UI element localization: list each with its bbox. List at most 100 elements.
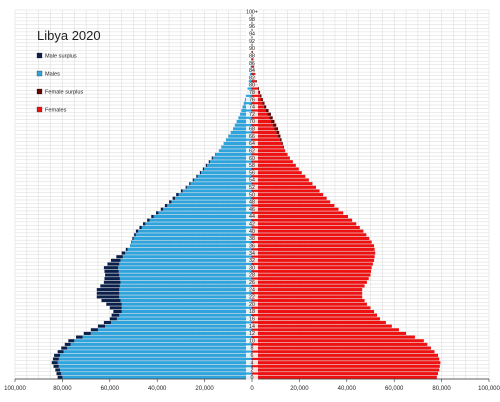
- male-bar: [120, 258, 252, 262]
- y-tick-label-bg: [246, 301, 258, 307]
- y-tick-label: 86: [249, 61, 255, 67]
- male-surplus-bar: [103, 280, 121, 284]
- female-bar: [252, 247, 375, 251]
- male-bar: [57, 361, 252, 365]
- y-tick-label: 78: [249, 90, 255, 96]
- male-bar: [61, 372, 253, 376]
- legend: Male surplus Males Female surplus Females: [36, 52, 83, 114]
- y-tick-label-bg: [246, 38, 258, 44]
- male-bar: [223, 141, 252, 145]
- female-bar: [252, 364, 440, 368]
- male-surplus-bar: [96, 288, 120, 292]
- female-surplus-bar: [257, 87, 259, 91]
- male-bar: [245, 94, 252, 98]
- female-bar: [252, 171, 302, 175]
- male-surplus-bar: [105, 273, 120, 277]
- female-surplus-bar: [256, 79, 257, 83]
- female-bar: [252, 262, 373, 266]
- male-surplus-bar: [164, 204, 168, 208]
- female-bar: [252, 87, 258, 91]
- female-bar: [252, 123, 273, 127]
- male-bar: [70, 342, 252, 346]
- male-bar: [118, 266, 252, 270]
- male-surplus-bar: [156, 211, 159, 215]
- male-bar: [121, 302, 253, 306]
- male-surplus-bar: [169, 200, 172, 204]
- male-surplus-bar: [76, 335, 83, 339]
- male-bar: [163, 207, 252, 211]
- male-surplus-bar: [211, 156, 213, 160]
- y-tick-label: 92: [249, 39, 255, 45]
- male-surplus-bar: [202, 167, 205, 171]
- female-bar: [252, 185, 316, 189]
- male-surplus-bar: [125, 247, 128, 251]
- male-bar: [119, 284, 252, 288]
- male-bar: [234, 123, 252, 127]
- male-bar: [127, 247, 252, 251]
- y-tick-label-bg: [246, 308, 258, 315]
- y-tick-label: 18: [249, 309, 255, 315]
- y-tick-label: 10: [249, 338, 255, 344]
- x-tick-label: 60,000: [385, 386, 404, 392]
- male-bar: [131, 240, 252, 244]
- female-surplus-bar: [279, 138, 282, 142]
- y-tick-label-bg: [246, 235, 258, 241]
- y-tick-label-bg: [246, 206, 258, 212]
- male-bar: [174, 196, 252, 200]
- female-bar: [252, 328, 399, 332]
- y-tick-label-bg: [246, 345, 258, 351]
- female-bar: [252, 160, 293, 164]
- y-tick-label: 64: [249, 141, 255, 147]
- female-bar: [252, 229, 364, 233]
- y-tick-label: 38: [249, 236, 255, 242]
- female-bar: [252, 72, 255, 76]
- male-surplus-bar: [134, 233, 136, 237]
- legend-label: Males: [45, 72, 60, 78]
- female-bar: [252, 317, 380, 321]
- y-tick-label-bg: [246, 279, 258, 285]
- y-tick-label-bg: [246, 184, 258, 190]
- male-bar: [141, 225, 252, 230]
- male-surplus-bar: [103, 320, 111, 324]
- male-bar: [230, 130, 252, 135]
- male-bar: [74, 339, 252, 343]
- male-surplus-bar: [135, 229, 139, 233]
- female-bar: [252, 182, 313, 186]
- male-bar: [145, 222, 252, 226]
- male-bar: [182, 189, 252, 193]
- female-bar: [252, 313, 378, 317]
- male-bar: [105, 324, 252, 328]
- female-bar: [252, 149, 286, 153]
- male-bar: [247, 87, 252, 91]
- y-tick-label-bg: [246, 67, 258, 73]
- male-surplus-bar: [96, 295, 120, 299]
- male-bar: [120, 299, 252, 303]
- male-surplus-bar: [61, 346, 68, 350]
- female-bar: [252, 320, 386, 324]
- y-tick-label: 96: [249, 24, 255, 30]
- female-surplus-bar: [278, 134, 281, 138]
- legend-label: Females: [45, 108, 67, 114]
- male-surplus-bar: [53, 364, 59, 368]
- y-tick-label-bg: [246, 272, 258, 278]
- male-bar: [119, 273, 252, 277]
- female-bar: [252, 273, 371, 277]
- male-bar: [215, 152, 252, 156]
- y-tick-label: 74: [249, 105, 255, 111]
- y-tick-label-bg: [246, 228, 258, 234]
- male-bar: [120, 280, 252, 284]
- male-surplus-bar: [116, 255, 123, 259]
- female-bar: [252, 218, 353, 222]
- female-surplus-bar: [261, 98, 263, 102]
- female-bar: [252, 251, 376, 255]
- female-bar: [252, 141, 282, 145]
- male-surplus-bar: [83, 331, 91, 335]
- female-surplus-bar: [254, 72, 256, 76]
- male-bar: [119, 277, 252, 281]
- female-bar: [252, 163, 296, 167]
- y-tick-label: 70: [249, 119, 255, 125]
- male-bar: [233, 127, 252, 131]
- y-tick-label: 24: [249, 287, 255, 293]
- y-tick-label-bg: [246, 118, 258, 125]
- y-tick-label-bg: [246, 257, 258, 263]
